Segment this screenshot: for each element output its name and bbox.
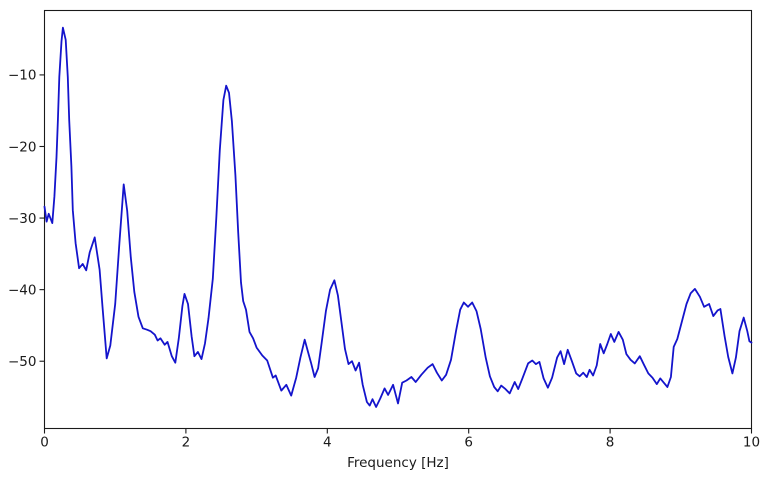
x-axis-label: Frequency [Hz] [347, 455, 449, 471]
x-axis-ticks: 0 2 4 6 8 10 [40, 428, 760, 451]
y-axis-ticks: −10 −20 −30 −40 −50 [8, 68, 45, 370]
y-tick-label: −30 [8, 211, 37, 227]
x-tick-label: 10 [743, 435, 760, 451]
y-tick-label: −10 [8, 68, 37, 84]
x-tick-label: 6 [464, 435, 473, 451]
y-tick-label: −40 [8, 282, 37, 298]
spectrum-line [43, 26, 753, 408]
plot-frame [43, 9, 753, 430]
y-tick-label: −20 [8, 139, 37, 155]
x-tick-label: 4 [323, 435, 332, 451]
x-tick-label: 0 [40, 435, 49, 451]
y-tick-label: −50 [8, 354, 37, 370]
x-tick-label: 8 [606, 435, 615, 451]
x-tick-label: 2 [182, 435, 191, 451]
